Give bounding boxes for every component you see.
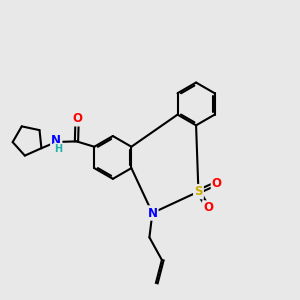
Text: O: O	[72, 112, 82, 125]
Text: N: N	[51, 134, 61, 147]
Text: O: O	[212, 177, 222, 190]
Text: S: S	[194, 185, 203, 198]
Text: O: O	[203, 202, 213, 214]
Text: H: H	[54, 143, 62, 154]
Text: N: N	[147, 206, 158, 220]
